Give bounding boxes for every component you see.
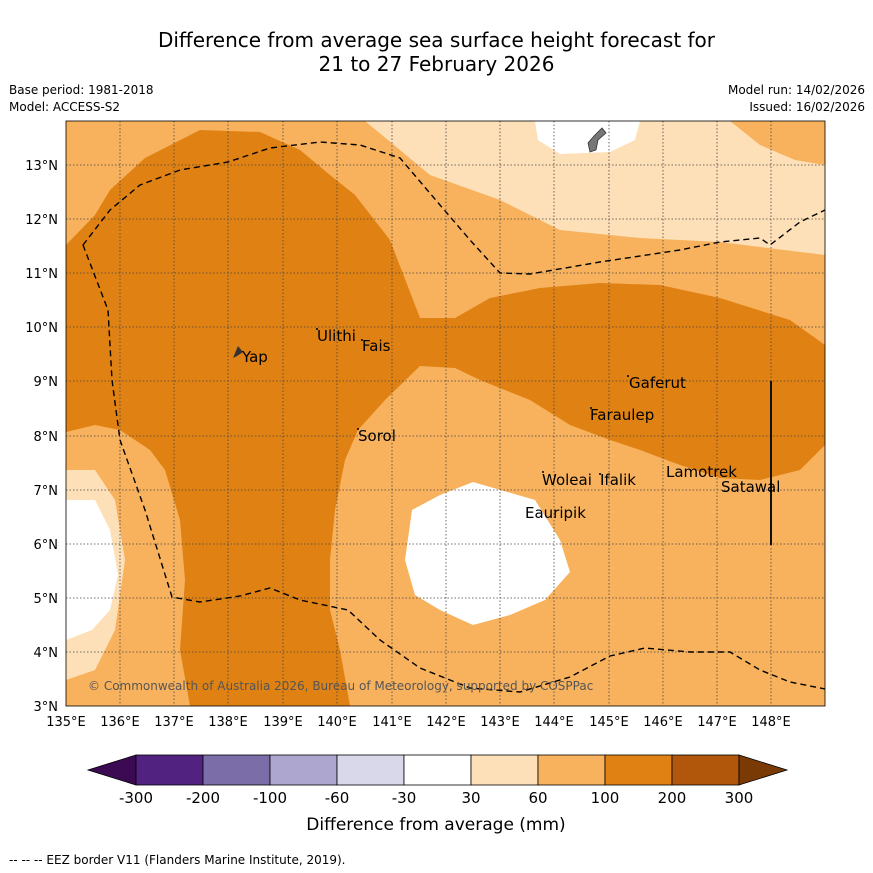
- title-line-1: Difference from average sea surface heig…: [157, 28, 716, 52]
- lon-tick: 148°E: [751, 715, 791, 730]
- lat-tick: 11°N: [25, 267, 58, 282]
- place-fais: Fais: [362, 337, 391, 355]
- lat-tick: 6°N: [34, 538, 59, 553]
- base-period: Base period: 1981-2018: [9, 83, 154, 97]
- colorbar-title: Difference from average (mm): [306, 815, 565, 835]
- lon-tick: 144°E: [534, 715, 574, 730]
- colorbar-segment: [202, 754, 271, 786]
- issued-date: Issued: 16/02/2026: [749, 100, 865, 114]
- colorbar-label: 100: [591, 789, 620, 807]
- lon-tick: 138°E: [208, 715, 248, 730]
- lat-tick: 10°N: [25, 321, 58, 336]
- place-sorol: Sorol: [358, 427, 396, 445]
- band-60-100-top-right: [730, 121, 825, 165]
- colorbar-segment: [537, 754, 606, 786]
- gaferut-marker: [627, 375, 629, 377]
- colorbar-segment: [403, 754, 472, 786]
- place-satawal: Satawal: [721, 478, 780, 496]
- place-ifalik: Ifalik: [600, 471, 636, 489]
- meta-right: Model run: 14/02/2026 Issued: 16/02/2026: [728, 82, 865, 116]
- lat-tick: 12°N: [25, 213, 58, 228]
- place-ulithi: Ulithi: [317, 327, 356, 345]
- place-yap: Yap: [241, 348, 268, 366]
- fais-marker: [361, 339, 363, 341]
- footer-note: -- -- -- EEZ border V11 (Flanders Marine…: [9, 853, 346, 867]
- place-woleai: Woleai: [542, 471, 592, 489]
- model-run: Model run: 14/02/2026: [727, 83, 865, 97]
- ifalik-marker: [599, 473, 601, 475]
- band-100-200: [66, 130, 825, 706]
- woleai-marker: [542, 471, 544, 473]
- lat-axis: 13°N 12°N 11°N 10°N 9°N 8°N 7°N 6°N 5°N …: [25, 159, 58, 715]
- colorbar-label: 200: [658, 789, 687, 807]
- lat-tick: 8°N: [34, 430, 59, 445]
- colorbar-under-arrow: [86, 754, 137, 786]
- band-neutral-top: [535, 121, 640, 154]
- contour-fields: [66, 121, 825, 706]
- place-faraulep: Faraulep: [590, 406, 654, 424]
- lat-tick: 7°N: [34, 484, 59, 499]
- lat-tick: 13°N: [25, 159, 58, 174]
- band-neutral-left: [66, 500, 118, 640]
- lon-tick: 143°E: [480, 715, 520, 730]
- lon-tick: 141°E: [372, 715, 412, 730]
- colorbar-label: -60: [325, 789, 350, 807]
- colorbar-segment: [269, 754, 338, 786]
- plot-frame: [65, 120, 826, 707]
- faraulep-marker: [590, 407, 592, 409]
- lon-tick: 146°E: [643, 715, 683, 730]
- lon-tick: 137°E: [154, 715, 194, 730]
- colorbar-segment: [470, 754, 539, 786]
- place-lamotrek: Lamotrek: [666, 463, 737, 481]
- lon-tick: 142°E: [426, 715, 466, 730]
- place-gaferut: Gaferut: [629, 374, 686, 392]
- lon-tick: 140°E: [317, 715, 357, 730]
- eez-border: [82, 141, 826, 693]
- map-title: Difference from average sea surface heig…: [0, 28, 873, 76]
- title-line-2: 21 to 27 February 2026: [318, 52, 555, 76]
- yap-island-shape: [233, 346, 243, 358]
- colorbar: [86, 754, 789, 786]
- lat-tick: 4°N: [34, 646, 59, 661]
- lon-tick: 145°E: [589, 715, 629, 730]
- colorbar-segment: [135, 754, 204, 786]
- colorbar-segment: [336, 754, 405, 786]
- colorbar-label: -300: [119, 789, 153, 807]
- colorbar-label: -200: [186, 789, 220, 807]
- model-name: Model: ACCESS-S2: [9, 100, 121, 114]
- colorbar-label: 60: [528, 789, 547, 807]
- lon-tick: 139°E: [263, 715, 303, 730]
- guam-island-shape: [587, 127, 607, 153]
- colorbar-label: 30: [461, 789, 480, 807]
- lon-tick: 147°E: [697, 715, 737, 730]
- lon-tick: 135°E: [46, 715, 86, 730]
- island-markers: [316, 328, 629, 475]
- lon-tick: 136°E: [100, 715, 140, 730]
- colorbar-label: 300: [725, 789, 754, 807]
- meta-left: Base period: 1981-2018 Model: ACCESS-S2: [9, 82, 154, 116]
- place-eauripik: Eauripik: [525, 504, 586, 522]
- copyright-text: © Commonwealth of Australia 2026, Bureau…: [88, 679, 593, 693]
- colorbar-segment: [604, 754, 673, 786]
- colorbar-label: -30: [392, 789, 417, 807]
- ulithi-marker: [316, 328, 318, 330]
- lon-axis: 135°E 136°E 137°E 138°E 139°E 140°E 141°…: [46, 715, 791, 730]
- lat-tick: 5°N: [34, 592, 59, 607]
- lat-tick: 9°N: [34, 375, 59, 390]
- lat-tick: 3°N: [34, 700, 59, 715]
- colorbar-label: -100: [253, 789, 287, 807]
- colorbar-segment: [671, 754, 740, 786]
- sorol-marker: [357, 428, 359, 430]
- gridlines: [66, 121, 825, 706]
- colorbar-labels: -300 -200 -100 -60 -30 30 60 100 200 300: [119, 789, 753, 807]
- colorbar-over-arrow: [738, 754, 789, 786]
